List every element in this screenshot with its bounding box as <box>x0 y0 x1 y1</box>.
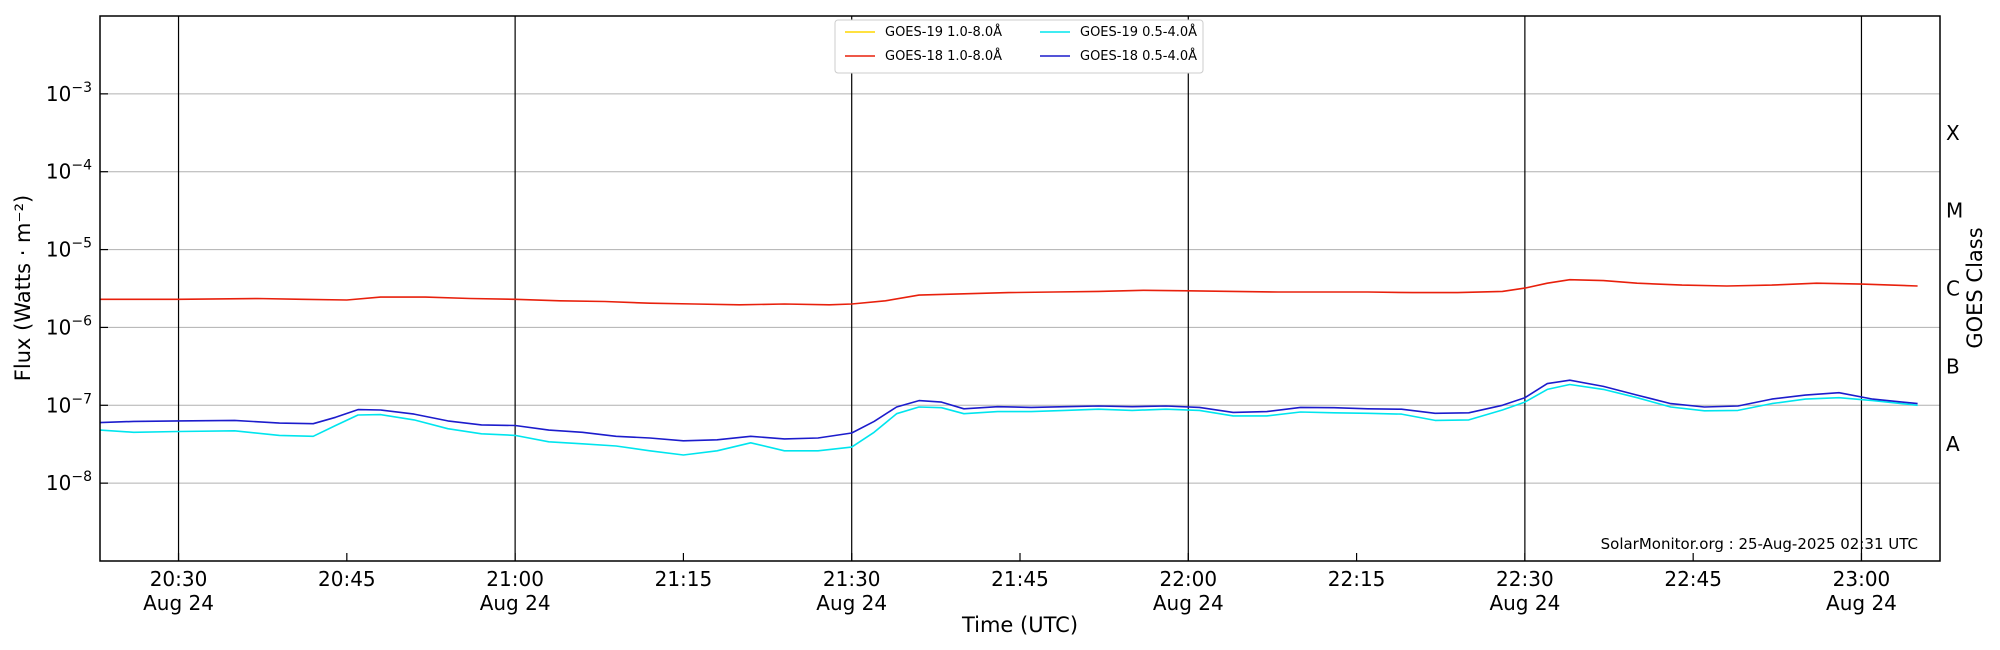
legend: GOES-19 1.0-8.0Å GOES-18 1.0-8.0Å GOES-19 … <box>834 19 1204 74</box>
x-tick-label: 21:00 <box>486 567 544 591</box>
grid-layer <box>100 93 1940 484</box>
x-tick-label: 21:45 <box>991 567 1049 591</box>
y-tick-label: 10−8 <box>46 469 92 495</box>
x-axis-label: Time (UTC) <box>961 613 1078 637</box>
x-tick-date-label: Aug 24 <box>816 591 887 615</box>
goes-class-label: B <box>1946 354 1960 378</box>
x-tick-label: 20:45 <box>318 567 376 591</box>
y-tick-label: 10−4 <box>46 158 92 184</box>
x-tick-label: 20:30 <box>150 567 208 591</box>
x-tick-date-label: Aug 24 <box>480 591 551 615</box>
legend-entries: GOES-19 1.0-8.0Å GOES-18 1.0-8.0Å GOES-19 … <box>845 24 1197 64</box>
goes-class-layer: A B C M X <box>1946 121 1963 456</box>
y-tick-label: 10−6 <box>46 313 92 339</box>
legend-box <box>834 19 1204 74</box>
legend-label: GOES-19 1.0-8.0Å <box>885 24 1002 40</box>
x-tick-date-label: Aug 24 <box>1826 591 1897 615</box>
x-tick-date-label: Aug 24 <box>1153 591 1224 615</box>
x-tick-label: 22:15 <box>1328 567 1386 591</box>
goes-class-label: X <box>1946 121 1960 145</box>
credit-text: SolarMonitor.org : 25-Aug-2025 02:31 UTC <box>1601 535 1918 553</box>
legend-label: GOES-18 1.0-8.0Å <box>885 48 1002 64</box>
y-axis-right-label: GOES Class <box>1963 227 1987 348</box>
goes-class-label: M <box>1946 199 1963 223</box>
y-tick-layer: 10−8 10−7 10−6 10−5 10−4 10−3 <box>46 80 108 495</box>
x-tick-label: 22:30 <box>1496 567 1554 591</box>
series-line-2 <box>100 278 1918 306</box>
x-tick-label: 23:00 <box>1833 567 1891 591</box>
x-tick-date-label: Aug 24 <box>143 591 214 615</box>
legend-label: GOES-18 0.5-4.0Å <box>1080 48 1197 64</box>
series-line-4 <box>99 379 1918 442</box>
x-tick-label: 21:15 <box>655 567 713 591</box>
x-tick-label: 22:45 <box>1664 567 1722 591</box>
series-line-3 <box>99 383 1918 456</box>
goes-class-label: A <box>1946 432 1960 456</box>
x-tick-date-label: Aug 24 <box>1489 591 1560 615</box>
goes-class-label: C <box>1946 277 1960 301</box>
y-tick-label: 10−7 <box>46 391 92 417</box>
x-tick-label: 21:30 <box>823 567 881 591</box>
y-tick-label: 10−3 <box>46 80 92 106</box>
series-layer <box>99 278 1918 456</box>
y-axis-label: Flux (Watts · m⁻²) <box>11 195 35 381</box>
legend-label: GOES-19 0.5-4.0Å <box>1080 24 1197 40</box>
x-tick-label: 22:00 <box>1159 567 1217 591</box>
y-tick-label: 10−5 <box>46 236 92 262</box>
